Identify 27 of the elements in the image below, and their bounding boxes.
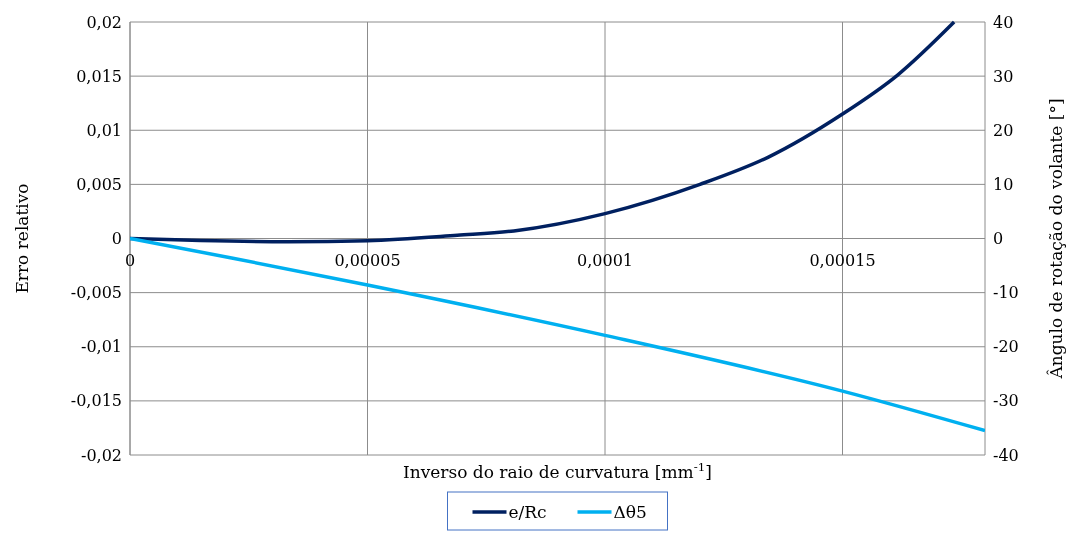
y-tick-label: 0,005 (76, 174, 122, 194)
y-tick-label: -0,02 (80, 445, 122, 465)
x-tick-label: 0,0001 (577, 251, 633, 271)
x-tick-label: 0 (124, 251, 136, 271)
y2-axis-title: Ângulo de rotação do volante [°] (1046, 98, 1066, 380)
x-axis-title: Inverso do raio de curvatura [mm$^{-1}$] (403, 460, 712, 482)
y-axis-title: Erro relativo (12, 183, 32, 294)
y-tick-label: -0,015 (70, 391, 122, 411)
y2-tick-label: -40 (993, 445, 1019, 465)
y-tick-label: 0 (111, 229, 122, 249)
y-tick-label: 0,01 (86, 120, 122, 140)
legend-label: Δθ5 (613, 501, 647, 522)
y-tick-label: -0,01 (80, 337, 122, 357)
y2-tick-label: 30 (993, 66, 1014, 86)
y2-tick-label: 20 (993, 120, 1014, 140)
y2-tick-label: -20 (993, 337, 1019, 357)
y-tick-label: -0,005 (70, 283, 122, 303)
y2-tick-label: 10 (993, 174, 1014, 194)
y-tick-label: 0,015 (76, 66, 122, 86)
y2-tick-label: -30 (993, 391, 1019, 411)
x-tick-label: 0,00005 (334, 251, 401, 271)
legend-label: e/Rc (508, 501, 547, 522)
y-tick-label: 0,02 (86, 12, 122, 32)
y2-tick-label: -10 (993, 283, 1019, 303)
x-tick-label: 0,00015 (809, 251, 876, 271)
y2-tick-label: 0 (993, 229, 1004, 249)
y2-tick-label: 40 (993, 12, 1014, 32)
